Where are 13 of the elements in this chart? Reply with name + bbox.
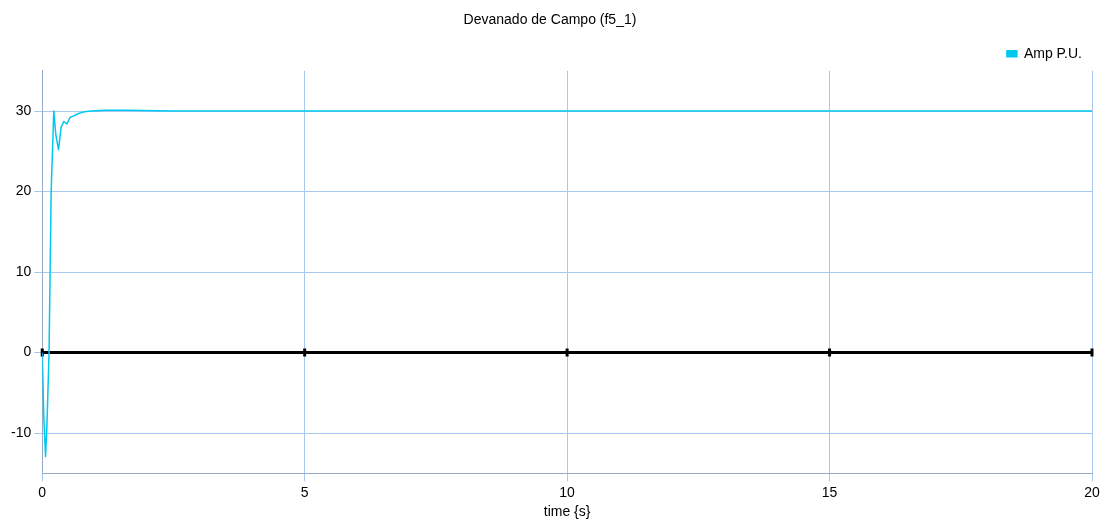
y-tick-label: 20	[15, 182, 32, 199]
chart-title: Devanado de Campo (f5_1)	[463, 11, 637, 28]
y-tick-label: -10	[11, 424, 32, 440]
x-tick-label: 20	[1084, 483, 1100, 500]
x-tick-label: 0	[38, 483, 47, 500]
x-tick-label: 15	[821, 483, 838, 500]
y-tick-label: 0	[23, 343, 32, 360]
x-tick-label: 5	[300, 483, 309, 500]
y-tick-label: 10	[15, 262, 32, 279]
x-axis-title: time {s}	[543, 503, 591, 520]
legend-label: Amp P.U.	[1023, 44, 1083, 61]
x-tick-label: 10	[559, 483, 576, 500]
y-tick-label: 30	[15, 101, 32, 118]
